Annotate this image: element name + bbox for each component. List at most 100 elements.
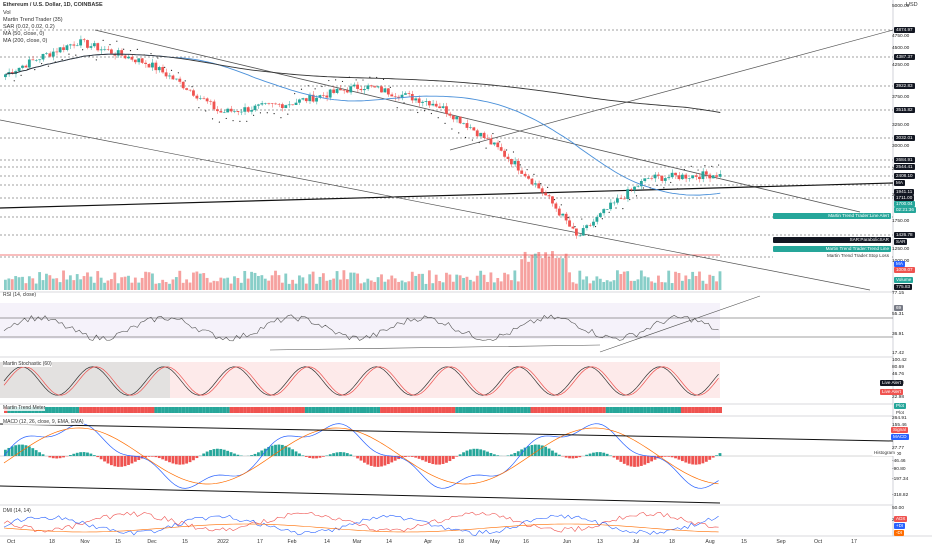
volume-bar bbox=[308, 274, 311, 290]
macd-histogram-bar bbox=[384, 456, 387, 465]
stoch-title[interactable]: Martin Stochastic (60) bbox=[3, 361, 52, 367]
trend-meter-cell bbox=[407, 407, 410, 413]
indicator-ma50[interactable]: MA (50, close, 0) bbox=[3, 31, 44, 37]
macd-tag: MACD bbox=[891, 434, 909, 440]
candle-body bbox=[144, 63, 147, 64]
trend-meter-cell bbox=[452, 407, 455, 413]
volume-bar bbox=[339, 280, 342, 290]
time-axis-label: Mar bbox=[353, 539, 362, 545]
sar-dot bbox=[697, 169, 698, 170]
sar-dot bbox=[362, 79, 363, 80]
price-level-badge: Volume bbox=[894, 277, 913, 283]
volume-bar bbox=[428, 270, 431, 290]
price-tick-label: 4750.00 bbox=[889, 34, 932, 39]
volume-bar bbox=[394, 278, 397, 290]
sar-dot bbox=[260, 112, 261, 113]
dmi-title[interactable]: DMI (14, 14) bbox=[3, 508, 31, 514]
candle-body bbox=[660, 176, 663, 181]
candle-body bbox=[688, 178, 691, 179]
candle-body bbox=[715, 175, 718, 176]
indicator-mtt[interactable]: Martin Trend Trader (35) bbox=[3, 17, 63, 23]
macd-title[interactable]: MACD (12, 26, close, 9, EMA, EMA) bbox=[3, 419, 84, 425]
candle-body bbox=[141, 58, 144, 62]
candle-body bbox=[384, 88, 387, 92]
trend-meter-cell bbox=[435, 407, 438, 413]
candle-body bbox=[575, 229, 578, 236]
volume-bar bbox=[83, 276, 86, 290]
sar-dot bbox=[650, 187, 651, 188]
trend-meter-cell bbox=[55, 407, 58, 413]
trend-meter-cell bbox=[154, 407, 157, 413]
indicator-ma200[interactable]: MA (200, close, 0) bbox=[3, 38, 47, 44]
macd-histogram-bar bbox=[161, 456, 164, 459]
stoch-tick-label: 17.42 bbox=[889, 351, 932, 356]
macd-histogram-bar bbox=[691, 456, 694, 464]
trend-meter-cell bbox=[370, 407, 373, 413]
candle-body bbox=[76, 45, 79, 46]
candle-body bbox=[264, 103, 267, 104]
price-tick-label: 3250.00 bbox=[889, 123, 932, 128]
trend-meter-cell bbox=[195, 407, 198, 413]
volume-bar bbox=[52, 279, 55, 290]
time-axis-label: 15 bbox=[115, 539, 121, 545]
trend-meter-cell bbox=[209, 407, 212, 413]
candle-body bbox=[479, 133, 482, 136]
trend-meter-cell bbox=[243, 407, 246, 413]
macd-histogram-bar bbox=[486, 452, 489, 456]
candle-body bbox=[637, 186, 640, 187]
volume-bar bbox=[260, 275, 263, 290]
volume-bar bbox=[684, 275, 687, 290]
candle-body bbox=[438, 106, 441, 108]
candle-body bbox=[284, 105, 287, 108]
trend-meter-cell bbox=[472, 407, 475, 413]
dmi-minus-line bbox=[4, 512, 719, 532]
sar-dot bbox=[27, 69, 28, 70]
candle-body bbox=[466, 123, 469, 128]
trend-meter-title[interactable]: Martin Trend Meter bbox=[3, 405, 45, 411]
indicator-vol[interactable]: Vol bbox=[3, 10, 11, 16]
candle-body bbox=[695, 175, 698, 177]
trend-meter-tag: Plot bbox=[894, 403, 906, 409]
trend-meter-cell bbox=[144, 407, 147, 413]
candle-body bbox=[418, 98, 421, 102]
trend-meter-cell bbox=[626, 407, 629, 413]
time-axis-label: 18 bbox=[49, 539, 55, 545]
volume-bar bbox=[541, 258, 544, 290]
candle-body bbox=[25, 66, 28, 68]
sar-dot bbox=[547, 187, 548, 188]
volume-bar bbox=[257, 276, 260, 290]
trend-meter-cell bbox=[637, 407, 640, 413]
indicator-sar[interactable]: SAR (0.02, 0.02, 0.2) bbox=[3, 24, 55, 30]
macd-histogram-bar bbox=[684, 456, 687, 462]
price-level-badge: 02:21:36 bbox=[894, 207, 916, 213]
trend-meter-cell bbox=[72, 407, 75, 413]
candle-body bbox=[589, 225, 592, 226]
trend-meter-cell bbox=[236, 407, 239, 413]
sar-dot bbox=[479, 142, 480, 143]
macd-histogram-bar bbox=[195, 456, 198, 458]
candle-body bbox=[452, 116, 455, 120]
volume-bar bbox=[483, 275, 486, 290]
trend-meter-cell bbox=[595, 407, 598, 413]
candle-body bbox=[213, 102, 216, 110]
candle-body bbox=[407, 93, 410, 94]
sar-dot bbox=[424, 110, 425, 111]
trend-meter-cell bbox=[250, 407, 253, 413]
trend-meter-cell bbox=[175, 407, 178, 413]
rsi-title[interactable]: RSI (14, close) bbox=[3, 292, 36, 298]
trend-meter-cell bbox=[69, 407, 72, 413]
macd-histogram-bar bbox=[79, 452, 82, 456]
trend-meter-cell bbox=[496, 407, 499, 413]
candle-body bbox=[305, 98, 308, 101]
sar-dot bbox=[595, 226, 596, 227]
volume-bar bbox=[647, 277, 650, 290]
candle-body bbox=[89, 46, 92, 48]
sar-dot bbox=[643, 187, 644, 188]
candle-body bbox=[503, 151, 506, 157]
macd-tick-label: -197.34 bbox=[889, 477, 932, 482]
macd-histogram-bar bbox=[165, 456, 168, 461]
price-level-badge: 3515.82 bbox=[894, 107, 915, 113]
trend-meter-cell bbox=[503, 407, 506, 413]
